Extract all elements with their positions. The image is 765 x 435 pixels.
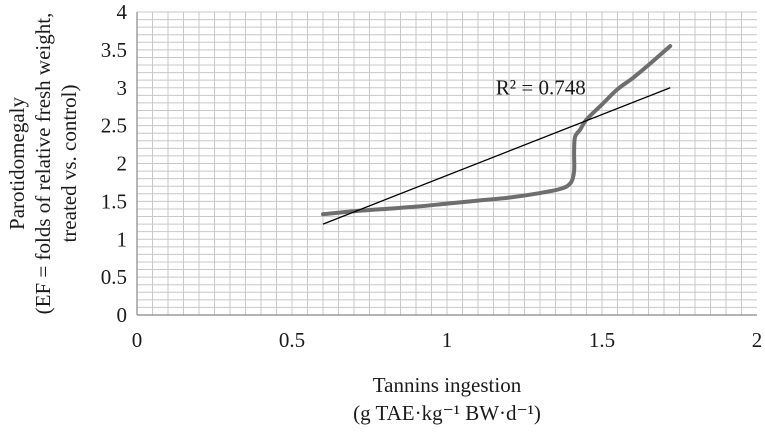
x-axis-title-line: (g TAE·kg⁻¹ BW·d⁻¹) [353,401,541,425]
r-squared-label: R² = 0.748 [496,76,586,100]
x-tick-label: 2 [752,328,763,352]
data-series-line [321,44,673,217]
chart-axes [136,12,757,316]
x-tick-label: 0 [132,328,143,352]
y-tick-label: 1.5 [101,189,127,213]
y-axis-title-line: Parotidomegaly [5,97,29,230]
chart-series [321,44,673,225]
chart-annotations: R² = 0.748 [496,76,586,100]
y-tick-label: 3 [117,76,128,100]
x-tick-label: 1.5 [589,328,615,352]
chart-grid [137,11,757,315]
y-tick-label: 1 [117,227,128,251]
y-tick-label: 2.5 [101,114,127,138]
y-tick-label: 0.5 [101,265,127,289]
x-axis-title-line: Tannins ingestion [373,373,522,397]
y-tick-label: 3.5 [101,38,127,62]
x-tick-label: 1 [442,328,453,352]
y-tick-label: 0 [117,303,128,327]
y-axis-title-line: (EF = folds of relative fresh weight, [31,13,55,315]
y-axis-title-line: treated vs. control) [57,84,81,242]
y-tick-label: 2 [117,152,128,176]
chart-tick-labels: 0 0.5 1 1.5 2 0 0.5 1 1.5 2 2.5 3 3.5 4 [101,0,763,352]
x-tick-label: 0.5 [279,328,305,352]
chart-axis-titles: Tannins ingestion (g TAE·kg⁻¹ BW·d⁻¹) Paro… [5,13,541,425]
y-tick-label: 4 [117,0,128,24]
trendline [322,87,671,225]
